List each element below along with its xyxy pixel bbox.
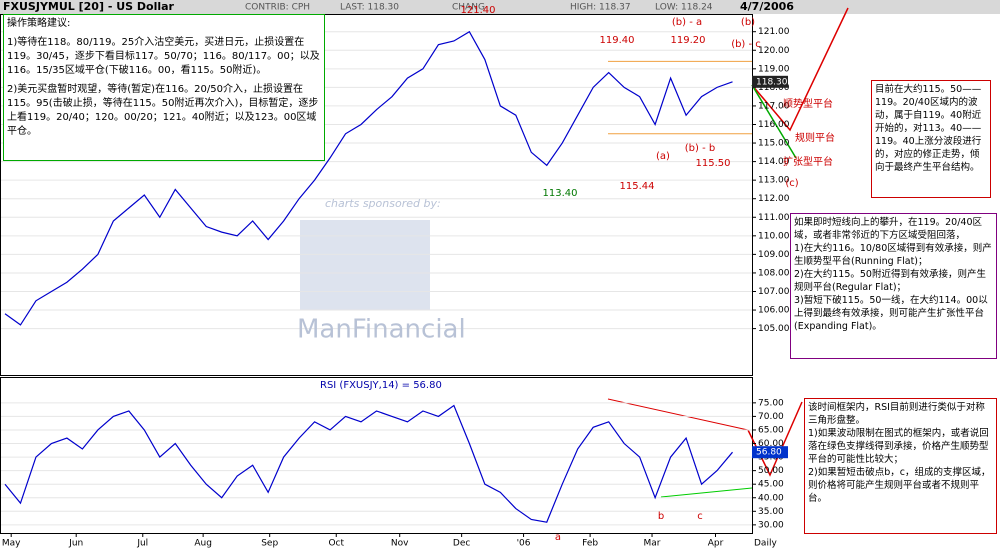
rsi-support-line [660,487,753,498]
y-tick-label: 110.00 [758,231,790,241]
annotation: (b) [741,17,755,28]
x-tick-label: Nov [391,539,409,549]
date: 4/7/2006 [740,0,794,13]
series-line [4,30,733,326]
annotation: 扩张型平台 [783,155,833,168]
annotation: 顺势型平台 [783,97,833,110]
last-label: 56.80 [756,448,782,458]
annotation: (c) [785,178,798,189]
rsi-arrow [747,401,803,477]
annotation: 119.20 [671,35,706,46]
y-tick-label: 111.00 [758,213,790,223]
change: CHANG [452,3,485,13]
rsi-text: 2)如果暂短击破点b，c，组成的支撑区域，则价格将可能产生规则平台或者不规则平台… [808,467,991,504]
annotation: 规则平台 [795,131,835,144]
x-tick-label: Jun [68,539,83,549]
y-tick-label: 60.00 [758,439,784,449]
panel-title: RSI (FXUSJY,14) = 56.80 [320,380,442,391]
watermark-logo [300,220,430,310]
x-tick-label: Jul [136,539,148,549]
x-tick-label: May [2,539,21,549]
y-tick-label: 45.00 [758,480,784,490]
x-tick-label: Dec [453,539,470,549]
annotation: (b) - c [731,39,761,50]
symbol: FXUSJYMUL [20] - US Dollar [3,0,175,13]
arrow-up [751,7,849,132]
series-line [4,404,733,523]
y-tick-label: 121.00 [758,27,790,37]
annotation: a [555,532,561,543]
y-tick-label: 109.00 [758,250,790,260]
x-tick-label: '06 [517,539,531,549]
low: LOW: 118.24 [655,3,713,13]
scenarios-text: 1)在大约116。10/80区域得到有效承接，则产生顺势型平台(Running … [794,243,992,267]
last-box [752,75,788,88]
annotation: b [658,511,664,522]
watermark-name: ManFinancial [297,315,466,345]
y-tick-label: 120.00 [758,46,790,56]
y-tick-label: 118.00 [758,83,790,93]
contrib: CONTRIB: CPH [245,3,310,13]
rsi-text: 该时间框架内，RSI目前则进行类似于对称三角形盘整。 [808,402,985,426]
scenarios-text: 如果即时短线向上的攀升，在119。20/40区域，或者非常邻近的下方区域受阻回落… [794,217,983,241]
x-tick-label: Feb [582,539,598,549]
scenarios-text: 2)在大约115。50附近得到有效承接，则产生规则平台(Regular Flat… [794,269,986,293]
price-frame [0,14,753,376]
scenarios-text: 3)暂短下破115。50一线，在大约114。00以上得到最终有效承接，则可能产生… [794,295,988,332]
annotation: c [697,511,703,522]
period-label: Daily [754,539,777,549]
annotation: (b) - b [685,143,715,154]
y-tick-label: 105.00 [758,324,790,334]
y-tick-label: 50.00 [758,466,784,476]
strategy-title: 操作策略建议: [7,18,71,29]
structure-box: 目前在大约115。50——119。20/40区域内的波动，属于自119。40附近… [871,80,991,198]
x-tick-label: Aug [194,539,212,549]
header-bar [0,0,1000,14]
y-tick-label: 35.00 [758,507,784,517]
y-tick-label: 112.00 [758,194,790,204]
y-tick-label: 108.00 [758,268,790,278]
y-tick-label: 113.00 [758,176,790,186]
last-box [752,446,788,459]
y-tick-label: 40.00 [758,493,784,503]
last-label: 118.30 [756,77,788,87]
rsi-frame [0,377,753,534]
y-tick-label: 65.00 [758,425,784,435]
y-tick-label: 75.00 [758,398,784,408]
x-tick-label: Sep [261,539,278,549]
y-tick-label: 107.00 [758,287,790,297]
y-tick-label: 106.00 [758,306,790,316]
y-tick-label: 117.00 [758,101,790,111]
high: HIGH: 118.37 [570,3,631,13]
strategy-box: 操作策略建议: 1)等待在118。80/119。25介入沽空美元，买进日元，止损… [3,14,325,161]
arrow-down [751,84,797,159]
strategy-text: 2)美元买盘暂时观望，等待(暂定)在116。20/50介入，止损设置在115。9… [7,84,319,137]
annotation: 115.50 [696,158,731,169]
x-tick-label: Oct [328,539,344,549]
y-tick-label: 30.00 [758,520,784,530]
x-tick-label: Apr [708,539,724,549]
annotation: 115.44 [620,181,655,192]
annotation: (a) [656,151,670,162]
y-tick-label: 114.00 [758,157,790,167]
annotation: 113.40 [543,188,578,199]
last: LAST: 118.30 [340,3,399,13]
strategy-text: 1)等待在118。80/119。25介入沽空美元，买进日元，止损设置在119。3… [7,37,320,76]
rsi-text: 1)如果波动限制在图式的框架内，或者说回落在绿色支撑线得到承接，价格产生顺势型平… [808,428,989,465]
rsi-resistance-line [607,398,749,431]
scenarios-box: 如果即时短线向上的攀升，在119。20/40区域，或者非常邻近的下方区域受阻回落… [790,213,997,359]
y-tick-label: 70.00 [758,412,784,422]
annotation: 119.40 [600,35,635,46]
y-tick-label: 116.00 [758,120,790,130]
rsi-box: 该时间框架内，RSI目前则进行类似于对称三角形盘整。 1)如果波动限制在图式的框… [804,398,997,534]
y-tick-label: 115.00 [758,139,790,149]
watermark-sponsor: charts sponsored by: [325,197,441,210]
structure-text: 目前在大约115。50——119。20/40区域内的波动，属于自119。40附近… [875,84,982,173]
y-tick-label: 119.00 [758,64,790,74]
annotation: (b) - a [672,17,702,28]
x-tick-label: Mar [644,539,661,549]
annotation: 121.40 [461,5,496,16]
